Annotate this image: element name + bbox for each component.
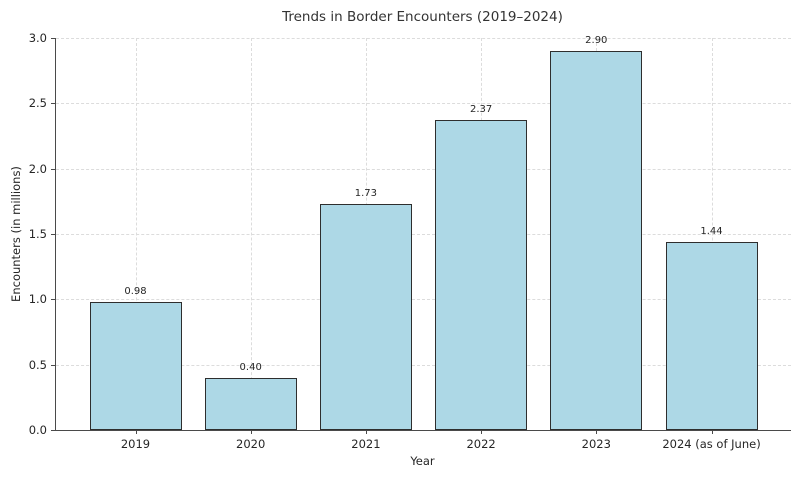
bar-value-label: 2.90 <box>585 35 608 47</box>
y-tick-mark <box>51 364 56 366</box>
y-tick-label: 0.5 <box>28 357 47 372</box>
y-tick-label: 2.0 <box>28 161 47 176</box>
x-tick-label: 2021 <box>351 437 381 451</box>
x-tick-mark <box>365 430 367 434</box>
y-gridline <box>56 168 791 170</box>
plot-area: 0.0 0.5 1.0 1.5 2.0 2.5 3.0 0.98 2019 0.40 2020 1.7… <box>29 31 791 451</box>
bar-value-label: 1.44 <box>700 225 723 237</box>
y-tick-label: 1.0 <box>28 292 47 307</box>
bar <box>319 203 412 430</box>
x-tick-mark <box>481 430 483 434</box>
bar <box>665 241 758 430</box>
y-gridline <box>56 299 791 301</box>
chart-title: Trends in Border Encounters (2019–2024) <box>282 9 563 25</box>
x-tick-label: 2019 <box>120 437 151 451</box>
x-axis-label: Year <box>410 454 435 468</box>
x-gridline <box>711 38 713 430</box>
bar <box>435 120 528 430</box>
y-tick-mark <box>51 38 56 39</box>
x-tick-mark <box>135 430 137 434</box>
y-tick-label: 0.0 <box>28 423 47 437</box>
y-tick-mark <box>51 103 56 105</box>
bar-value-label: 0.98 <box>124 285 147 297</box>
bar-value-label: 0.40 <box>239 361 262 373</box>
y-tick-label: 1.5 <box>28 227 47 241</box>
x-tick-mark <box>596 430 598 434</box>
x-gridline <box>250 38 252 430</box>
y-tick-label: 3.0 <box>28 31 47 45</box>
bar <box>204 377 297 430</box>
y-tick-mark <box>51 168 56 170</box>
y-tick-mark <box>51 299 56 301</box>
y-tick-mark <box>51 234 56 235</box>
x-tick-label: 2022 <box>466 437 496 451</box>
x-tick-label: 2023 <box>581 437 611 451</box>
y-gridline <box>56 103 791 105</box>
y-gridline <box>56 364 791 366</box>
bar <box>550 51 643 430</box>
x-tick-label: 2024 (as of June) <box>662 437 761 451</box>
x-tick-label: 2020 <box>236 437 266 451</box>
bar-value-label: 1.73 <box>354 187 378 199</box>
y-axis-label: Encounters (in millions) <box>9 166 23 302</box>
y-tick-label: 2.5 <box>28 96 47 111</box>
y-tick-mark <box>51 430 56 431</box>
y-gridline <box>56 234 791 235</box>
x-tick-mark <box>711 430 713 434</box>
x-tick-mark <box>250 430 252 434</box>
x-gridline <box>135 38 137 430</box>
y-gridline <box>56 38 791 39</box>
bar <box>89 301 182 430</box>
bar-value-label: 2.37 <box>469 104 493 116</box>
